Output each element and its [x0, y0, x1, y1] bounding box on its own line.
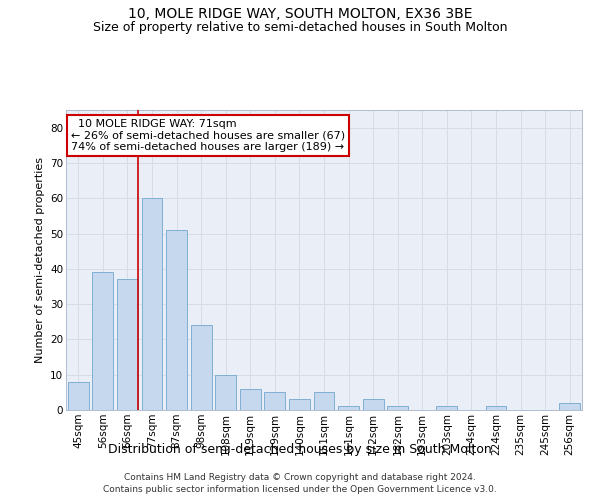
- Bar: [117, 280, 138, 410]
- Bar: [240, 389, 261, 410]
- Bar: [314, 392, 334, 410]
- Bar: [68, 382, 89, 410]
- Bar: [92, 272, 113, 410]
- Bar: [215, 374, 236, 410]
- Text: Distribution of semi-detached houses by size in South Molton: Distribution of semi-detached houses by …: [108, 442, 492, 456]
- Text: 10 MOLE RIDGE WAY: 71sqm
← 26% of semi-detached houses are smaller (67)
74% of s: 10 MOLE RIDGE WAY: 71sqm ← 26% of semi-d…: [71, 119, 345, 152]
- Text: Contains public sector information licensed under the Open Government Licence v3: Contains public sector information licen…: [103, 485, 497, 494]
- Y-axis label: Number of semi-detached properties: Number of semi-detached properties: [35, 157, 44, 363]
- Bar: [289, 400, 310, 410]
- Text: 10, MOLE RIDGE WAY, SOUTH MOLTON, EX36 3BE: 10, MOLE RIDGE WAY, SOUTH MOLTON, EX36 3…: [128, 8, 472, 22]
- Bar: [265, 392, 286, 410]
- Text: Size of property relative to semi-detached houses in South Molton: Size of property relative to semi-detach…: [93, 21, 507, 34]
- Bar: [362, 400, 383, 410]
- Bar: [387, 406, 408, 410]
- Bar: [559, 403, 580, 410]
- Bar: [485, 406, 506, 410]
- Bar: [338, 406, 359, 410]
- Text: Contains HM Land Registry data © Crown copyright and database right 2024.: Contains HM Land Registry data © Crown c…: [124, 472, 476, 482]
- Bar: [166, 230, 187, 410]
- Bar: [436, 406, 457, 410]
- Bar: [142, 198, 163, 410]
- Bar: [191, 326, 212, 410]
